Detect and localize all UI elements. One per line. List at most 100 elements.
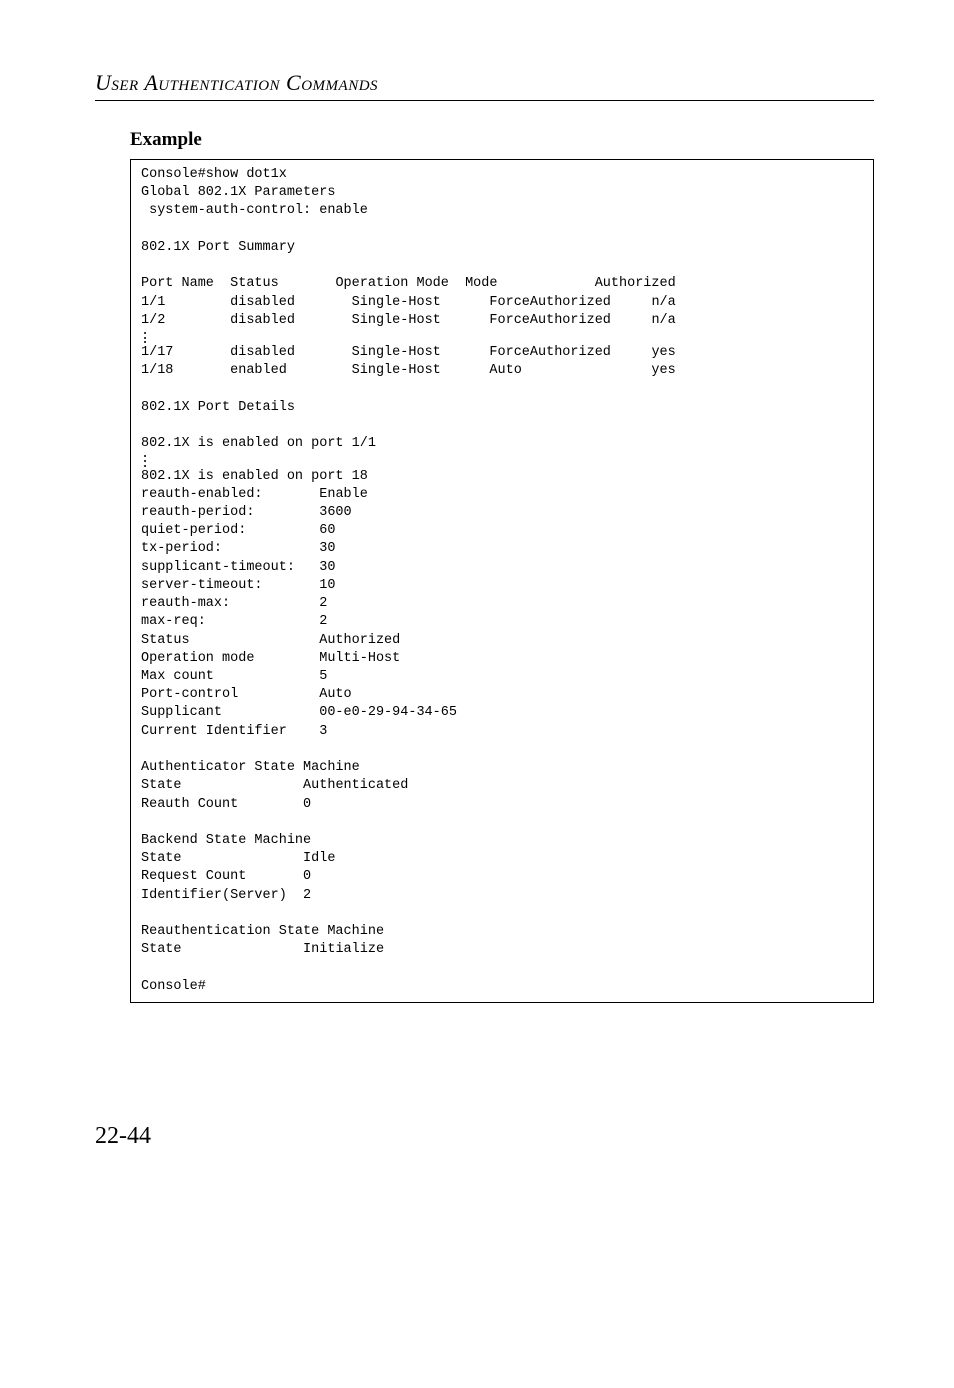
detail-val: 5 [319, 669, 327, 684]
code-line: 802.1X is enabled on port 1/1 [141, 436, 376, 451]
detail-key: State [141, 942, 182, 957]
summary-row: 1/17 disabled Single-Host ForceAuthorize… [141, 345, 676, 360]
detail-key: Port-control [141, 687, 238, 702]
cell: yes [651, 363, 675, 378]
detail-key: Supplicant [141, 705, 222, 720]
detail-val: 30 [319, 541, 335, 556]
cell: ForceAuthorized [489, 313, 611, 328]
code-line: Console#show dot1x [141, 167, 287, 182]
col-opmode: Operation Mode [335, 276, 448, 291]
summary-row: 1/2 disabled Single-Host ForceAuthorized… [141, 313, 676, 328]
detail-row: reauth-period: 3600 [141, 505, 352, 520]
detail-row: Supplicant 00-e0-29-94-34-65 [141, 705, 457, 720]
vdots-icon: . . . [141, 453, 863, 467]
detail-val: 30 [319, 560, 335, 575]
detail-row: State Idle [141, 851, 335, 866]
detail-key: reauth-max: [141, 596, 230, 611]
cell: disabled [230, 295, 295, 310]
detail-val: Idle [303, 851, 335, 866]
col-status: Status [230, 276, 279, 291]
code-line: 802.1X Port Summary [141, 240, 295, 255]
detail-row: Operation mode Multi-Host [141, 651, 400, 666]
detail-row: Identifier(Server) 2 [141, 888, 311, 903]
cell: Single-Host [352, 345, 441, 360]
detail-val: Enable [319, 487, 368, 502]
detail-val: 3 [319, 724, 327, 739]
summary-row: 1/1 disabled Single-Host ForceAuthorized… [141, 295, 676, 310]
detail-val: 60 [319, 523, 335, 538]
cell: disabled [230, 313, 295, 328]
detail-key: tx-period: [141, 541, 222, 556]
cell: yes [651, 345, 675, 360]
detail-row: max-req: 2 [141, 614, 327, 629]
detail-key: Current Identifier [141, 724, 287, 739]
cell: Single-Host [352, 295, 441, 310]
cell: 1/17 [141, 345, 173, 360]
detail-val: 2 [303, 888, 311, 903]
cell: 1/18 [141, 363, 173, 378]
detail-key: quiet-period: [141, 523, 246, 538]
detail-val: Initialize [303, 942, 384, 957]
cell: disabled [230, 345, 295, 360]
detail-key: max-req: [141, 614, 206, 629]
detail-val: 10 [319, 578, 335, 593]
cell: enabled [230, 363, 287, 378]
detail-key: reauth-enabled: [141, 487, 263, 502]
vdots-icon: . . . [141, 330, 863, 344]
detail-val: Authorized [319, 633, 400, 648]
example-heading: Example [130, 129, 874, 151]
cell: n/a [651, 295, 675, 310]
detail-key: Max count [141, 669, 214, 684]
col-mode: Mode [465, 276, 497, 291]
detail-row: Current Identifier 3 [141, 724, 327, 739]
cell: 1/1 [141, 295, 165, 310]
detail-row: Reauth Count 0 [141, 797, 311, 812]
detail-key: server-timeout: [141, 578, 263, 593]
code-line: system-auth-control: enable [141, 203, 368, 218]
detail-row: supplicant-timeout: 30 [141, 560, 335, 575]
detail-val: 00-e0-29-94-34-65 [319, 705, 457, 720]
detail-val: Multi-Host [319, 651, 400, 666]
page-number: 22-44 [95, 1123, 874, 1150]
detail-row: Request Count 0 [141, 869, 311, 884]
code-line: Backend State Machine [141, 833, 311, 848]
code-line: 802.1X Port Details [141, 400, 295, 415]
detail-key: Identifier(Server) [141, 888, 287, 903]
detail-row: tx-period: 30 [141, 541, 335, 556]
detail-row: reauth-max: 2 [141, 596, 327, 611]
code-block: Console#show dot1x Global 802.1X Paramet… [130, 159, 874, 1003]
cell: ForceAuthorized [489, 295, 611, 310]
detail-row: reauth-enabled: Enable [141, 487, 368, 502]
detail-key: supplicant-timeout: [141, 560, 295, 575]
detail-key: State [141, 778, 182, 793]
cell: Single-Host [352, 363, 441, 378]
col-authorized: Authorized [595, 276, 676, 291]
cell: Auto [489, 363, 521, 378]
detail-val: 2 [319, 596, 327, 611]
detail-val: 0 [303, 797, 311, 812]
detail-val: Auto [319, 687, 351, 702]
detail-row: quiet-period: 60 [141, 523, 335, 538]
detail-key: Status [141, 633, 190, 648]
summary-header: Port Name Status Operation Mode Mode Aut… [141, 276, 676, 291]
detail-val: 3600 [319, 505, 351, 520]
detail-key: reauth-period: [141, 505, 254, 520]
detail-row: State Initialize [141, 942, 384, 957]
detail-key: Reauth Count [141, 797, 238, 812]
code-line: Authenticator State Machine [141, 760, 360, 775]
detail-row: Port-control Auto [141, 687, 352, 702]
code-line: Global 802.1X Parameters [141, 185, 335, 200]
page-header: User Authentication Commands [95, 70, 874, 96]
summary-row: 1/18 enabled Single-Host Auto yes [141, 363, 676, 378]
detail-key: State [141, 851, 182, 866]
header-rule [95, 100, 874, 101]
detail-val: 0 [303, 869, 311, 884]
cell: ForceAuthorized [489, 345, 611, 360]
detail-key: Operation mode [141, 651, 254, 666]
cell: n/a [651, 313, 675, 328]
col-portname: Port Name [141, 276, 214, 291]
detail-key: Request Count [141, 869, 246, 884]
detail-val: Authenticated [303, 778, 408, 793]
detail-row: Status Authorized [141, 633, 400, 648]
code-line: Console# [141, 979, 206, 994]
